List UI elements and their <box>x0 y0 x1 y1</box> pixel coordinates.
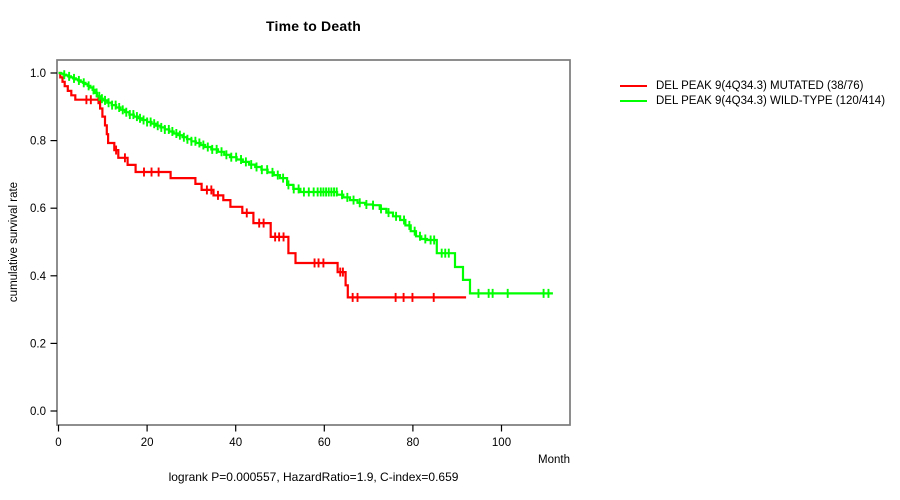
y-axis: 0.0 0.2 0.4 0.6 0.8 1.0 <box>30 68 57 418</box>
y-tick-label: 0.8 <box>30 136 46 148</box>
series-mutated <box>58 71 467 302</box>
x-tick-label: 20 <box>141 437 154 449</box>
y-tick-label: 1.0 <box>30 68 46 80</box>
legend-item-mutated: DEL PEAK 9(4Q34.3) MUTATED (38/76) <box>620 79 885 94</box>
logrank-stats-caption: logrank P=0.000557, HazardRatio=1.9, C-i… <box>168 470 459 484</box>
x-tick-label: 80 <box>407 437 420 449</box>
survival-curve <box>58 71 553 295</box>
y-tick-label: 0.6 <box>30 203 46 215</box>
legend-line-sample-red <box>620 85 647 88</box>
plot-title: Time to Death <box>266 18 361 34</box>
y-tick-label: 0.0 <box>30 406 46 418</box>
x-axis: 0 20 40 60 80 100 <box>55 425 511 449</box>
x-tick-label: 0 <box>55 437 61 449</box>
legend: DEL PEAK 9(4Q34.3) MUTATED (38/76) DEL P… <box>620 79 885 108</box>
legend-item-wildtype: DEL PEAK 9(4Q34.3) WILD-TYPE (120/414) <box>620 94 885 109</box>
series-wildtype <box>58 70 553 298</box>
y-tick-label: 0.4 <box>30 271 47 283</box>
y-tick-label: 0.2 <box>30 338 46 350</box>
legend-label-wildtype: DEL PEAK 9(4Q34.3) WILD-TYPE (120/414) <box>656 94 886 107</box>
survival-curve <box>58 71 467 299</box>
x-tick-label: 40 <box>229 437 242 449</box>
x-axis-label: Month <box>538 454 570 466</box>
x-tick-label: 100 <box>492 437 511 449</box>
x-tick-label: 60 <box>318 437 331 449</box>
legend-label-mutated: DEL PEAK 9(4Q34.3) MUTATED (38/76) <box>656 80 864 93</box>
y-axis-label: cumulative survival rate <box>8 181 20 303</box>
plot-box <box>56 59 571 426</box>
legend-line-sample-green <box>620 99 647 102</box>
